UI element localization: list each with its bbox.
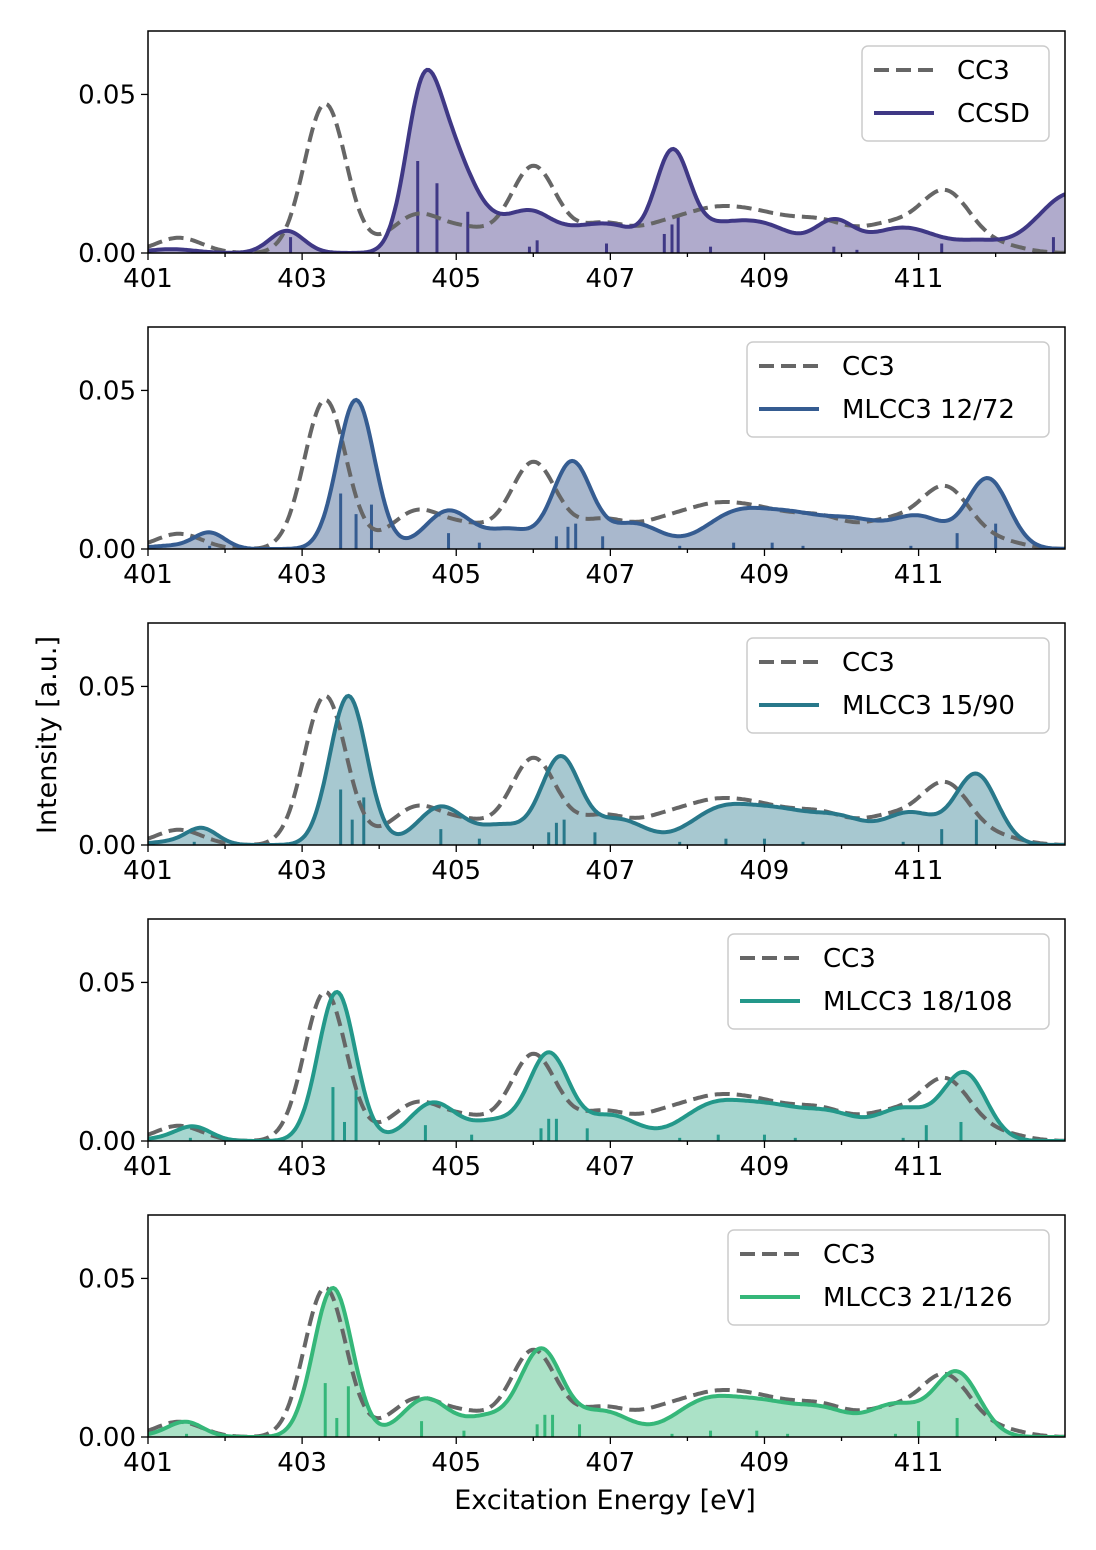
legend-label-cc3: CC3 (842, 648, 895, 678)
panel-1: 401 403 405 407 409 411 0.00 0.05 CC3 CCSD (78, 30, 1066, 294)
x-axis-label: Excitation Energy [eV] (454, 1485, 756, 1516)
spectrum-line (148, 989, 1065, 1141)
x-tick-label: 409 (740, 560, 790, 590)
cc3-reference-line (148, 397, 1065, 549)
spectrum-fill (148, 695, 1065, 845)
cc3-reference-line (148, 989, 1065, 1141)
y-tick-label: 0.05 (78, 968, 136, 998)
spectrum-line (148, 1285, 1065, 1437)
x-tick-label: 411 (894, 560, 944, 590)
x-tick-label: 407 (586, 1448, 636, 1478)
y-tick-label: 0.05 (78, 80, 136, 110)
x-tick-label: 411 (894, 856, 944, 886)
panel-2: 401 403 405 407 409 411 0.00 0.05 CC3 MLCC3 12/72 (78, 326, 1066, 590)
y-tick-label: 0.00 (78, 239, 136, 269)
legend-label-series: MLCC3 15/90 (842, 691, 1015, 721)
y-tick-label: 0.00 (78, 1423, 136, 1453)
x-tick-label: 403 (277, 264, 327, 294)
x-tick-label: 407 (586, 264, 636, 294)
panel-4: 401 403 405 407 409 411 0.00 0.05 CC3 MLCC3 18/10… (78, 918, 1066, 1182)
plot-area (148, 1285, 1065, 1437)
spectrum-fill (148, 992, 1065, 1141)
legend-label-cc3: CC3 (823, 1240, 876, 1270)
legend: CC3 MLCC3 15/90 (746, 637, 1050, 734)
x-tick-label: 405 (431, 856, 481, 886)
x-tick-label: 405 (431, 264, 481, 294)
axes-frame (147, 1214, 1066, 1438)
legend-box (727, 1229, 1050, 1326)
x-tick-label: 409 (740, 264, 790, 294)
x-tick-label: 405 (431, 1152, 481, 1182)
y-tick-label: 0.05 (78, 672, 136, 702)
x-tick-label: 411 (894, 1152, 944, 1182)
axes-frame (147, 622, 1066, 846)
x-tick-label: 409 (740, 856, 790, 886)
panel-3: 401 403 405 407 409 411 0.00 0.05 CC3 MLCC3 15/90 (78, 622, 1066, 886)
x-tick-label: 411 (894, 1448, 944, 1478)
y-tick-label: 0.00 (78, 535, 136, 565)
legend: CC3 CCSD (861, 45, 1050, 142)
legend-label-series: MLCC3 21/126 (823, 1283, 1013, 1313)
x-tick-label: 409 (740, 1448, 790, 1478)
x-tick-label: 405 (431, 560, 481, 590)
legend-label-cc3: CC3 (823, 944, 876, 974)
x-tick-label: 401 (123, 560, 173, 590)
x-tick-label: 403 (277, 560, 327, 590)
panel-5: 401 403 405 407 409 411 0.00 0.05 CC3 MLCC3 21/12… (78, 1214, 1066, 1478)
axes-frame (147, 918, 1066, 1142)
plot-area (148, 67, 1065, 253)
y-tick-label: 0.00 (78, 831, 136, 861)
x-tick-label: 409 (740, 1152, 790, 1182)
legend-box (727, 933, 1050, 1030)
x-tick-label: 403 (277, 1448, 327, 1478)
x-tick-label: 401 (123, 856, 173, 886)
legend-label-cc3: CC3 (957, 56, 1010, 86)
cc3-reference-line (148, 693, 1065, 845)
legend-box (746, 637, 1050, 734)
legend-label-cc3: CC3 (842, 352, 895, 382)
plot-area (148, 397, 1065, 549)
cc3-reference-line (148, 1285, 1065, 1437)
legend: CC3 MLCC3 21/126 (727, 1229, 1050, 1326)
spectrum-line (148, 397, 1065, 549)
legend: CC3 MLCC3 12/72 (746, 341, 1050, 438)
legend-box (746, 341, 1050, 438)
y-axis-label: Intensity [a.u.] (32, 636, 63, 834)
x-tick-label: 407 (586, 1152, 636, 1182)
x-tick-label: 407 (586, 856, 636, 886)
x-tick-label: 403 (277, 1152, 327, 1182)
spectrum-line (148, 67, 1065, 253)
spectrum-fill (148, 399, 1065, 549)
plot-area (148, 989, 1065, 1141)
y-tick-label: 0.05 (78, 1264, 136, 1294)
x-tick-label: 403 (277, 856, 327, 886)
axes-frame (147, 326, 1066, 550)
x-tick-label: 407 (586, 560, 636, 590)
legend-label-series: MLCC3 12/72 (842, 395, 1015, 425)
x-tick-label: 401 (123, 264, 173, 294)
axes-frame (147, 30, 1066, 254)
x-tick-label: 401 (123, 1152, 173, 1182)
x-tick-label: 405 (431, 1448, 481, 1478)
x-tick-label: 411 (894, 264, 944, 294)
legend: CC3 MLCC3 18/108 (727, 933, 1050, 1030)
legend-label-series: CCSD (957, 99, 1030, 129)
cc3-reference-line (148, 101, 1065, 253)
x-tick-label: 401 (123, 1448, 173, 1478)
spectrum-fill (148, 1288, 1065, 1437)
plot-area (148, 693, 1065, 845)
y-tick-label: 0.05 (78, 376, 136, 406)
spectrum-line (148, 693, 1065, 845)
legend-label-series: MLCC3 18/108 (823, 987, 1013, 1017)
y-tick-label: 0.00 (78, 1127, 136, 1157)
